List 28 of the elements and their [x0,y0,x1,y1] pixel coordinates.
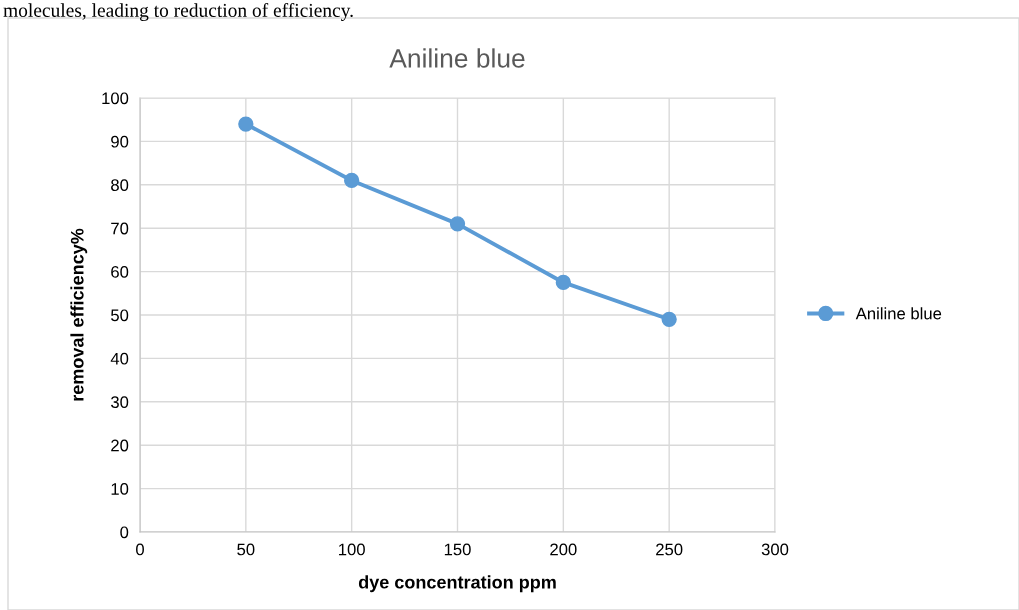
point [238,116,254,132]
y-tick-label: 70 [111,222,129,235]
x-tick-label: 250 [656,543,683,556]
y-tick-label: 80 [111,179,129,191]
y-tick-label: 90 [111,135,129,148]
y-tick-label: 60 [111,266,129,278]
y-tick-label: 40 [110,352,129,365]
x-tick-label: 0 [136,543,144,556]
chart-title: Aniline blue [389,48,525,68]
x-tick-label: 150 [444,543,471,556]
x-axis-title: dye concentration ppm [358,575,556,593]
y-tick-label: 100 [102,92,129,105]
y-tick-label: 20 [111,439,129,452]
x-tick-label: 200 [550,543,577,556]
x-tick-label: 100 [339,543,365,556]
point [555,274,571,291]
y-tick-label: 10 [111,483,129,495]
legend-label: Aniline blue [855,307,942,320]
point [449,216,466,232]
y-tick-label: 0 [120,526,129,539]
x-tick-label: 300 [761,543,789,556]
y-tick-label: 30 [110,396,129,408]
text: molecules, leading to reduction of efficiency. [3,3,353,21]
y-tick-label: 50 [111,309,129,322]
y-axis-title: removal efficiency% [70,228,88,401]
point [344,172,360,189]
x-tick-label: 50 [237,543,255,556]
point [661,311,677,327]
